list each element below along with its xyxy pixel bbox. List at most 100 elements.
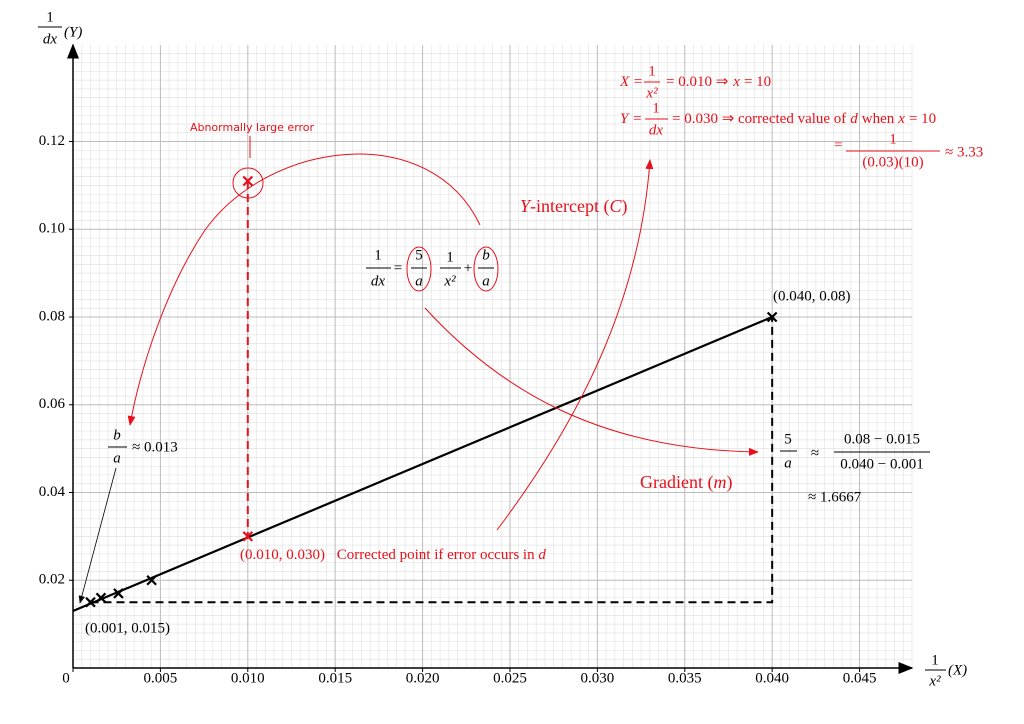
grid [72, 45, 913, 669]
calc-part: d [850, 111, 858, 127]
line [72, 315, 773, 612]
calc-part: 1 [652, 100, 660, 116]
annotation: (0.010, 0.030) Corrected point if error … [240, 547, 546, 563]
intercept-value: b a ≈ 0.013 [108, 427, 178, 466]
calc-part: Y = [620, 111, 642, 127]
point [113, 588, 124, 599]
frac-part: ≈ 0.013 [132, 439, 178, 455]
annotation: (0.001, 0.015) [85, 620, 170, 636]
calc-part: ≈ 3.33 [945, 144, 983, 160]
y-label-unit: (Y) [64, 24, 82, 40]
x-tick-label: 0.015 [318, 670, 352, 686]
point [85, 596, 96, 608]
x-tick-label: 0.020 [406, 670, 440, 686]
point [242, 531, 254, 542]
x-tick-label: 0 [62, 670, 70, 686]
calc-part: = [834, 137, 842, 153]
highlight [232, 167, 264, 199]
point [242, 175, 254, 187]
annotation-part: Gradient ( [640, 472, 713, 493]
y-axis-label: 1 dx (Y) [38, 9, 82, 47]
y-tick-label: 0.12 [39, 133, 65, 149]
eq-part: 5 [415, 247, 423, 263]
y-label-den: dx [43, 31, 58, 47]
x-label-den: x² [928, 673, 941, 689]
arrow [424, 307, 759, 456]
calc-part: = 0.010 ⇒ [666, 74, 728, 90]
x-tick-label: 0.030 [581, 670, 615, 686]
calc-part: X = [619, 74, 643, 90]
annotation-part: ) [621, 196, 627, 217]
frac-part: b [113, 427, 121, 443]
frac-part: a [113, 450, 121, 466]
annotation: Abnormally large error [190, 121, 315, 134]
calc-part: when [862, 111, 895, 127]
annotation-part: d [538, 547, 546, 563]
y-tick-label: 0.08 [39, 308, 65, 324]
frac-part: ≈ 1.6667 [808, 489, 862, 505]
y-tick-label: 0.06 [39, 396, 66, 412]
annotation-part: -intercept ( [530, 196, 609, 217]
annotation-part: Corrected point if error occurs in [337, 547, 535, 563]
plot [69, 141, 861, 672]
annotation: (0.040, 0.08) [773, 288, 851, 304]
frac-part: 0.040 − 0.001 [840, 456, 923, 472]
calculation: X = 1 x² = 0.010 ⇒ x = 10 Y = 1 dx = 0.030… [619, 63, 983, 170]
eq-part: b [482, 247, 490, 263]
calc-part: dx [649, 122, 664, 138]
y-tick-label: 0.10 [39, 221, 65, 237]
point [146, 574, 157, 586]
annotation-part: C [609, 196, 622, 216]
annotation-part: (0.010, 0.030) [240, 547, 325, 563]
x-label-num: 1 [931, 652, 939, 668]
y-tick-label: 0.04 [39, 484, 66, 500]
x-tick-label: 0.040 [755, 670, 789, 686]
calc-part: x² [645, 85, 658, 101]
arrow [78, 467, 117, 604]
line [90, 317, 774, 604]
x-label-unit: (X) [948, 662, 967, 678]
arrow [127, 153, 481, 426]
annotation-part: ) [726, 472, 732, 493]
point [95, 592, 107, 604]
frac-part: 0.08 − 0.015 [844, 431, 920, 447]
calc-part: 1 [648, 63, 656, 79]
y-label-num: 1 [46, 9, 54, 25]
calc-part: 1 [889, 131, 897, 147]
calc-part: x [732, 74, 740, 90]
eq-part: 1 [374, 247, 382, 263]
x-tick-label: 0.025 [493, 670, 527, 686]
x-tick-label: 0.045 [843, 670, 877, 686]
calc-part: x [897, 111, 905, 127]
eq-part: = [394, 260, 402, 276]
calc-part: = 10 [909, 111, 936, 127]
frac-part: 5 [784, 431, 792, 447]
annotation-part: Y [520, 196, 532, 216]
calc-part: = 0.030 ⇒ corrected value of [672, 111, 846, 127]
x-tick-label: 0.005 [144, 670, 178, 686]
eq-part: 1 [446, 249, 454, 265]
eq-part: a [482, 273, 490, 289]
x-axis-label: 1 x² (X) [925, 652, 967, 689]
calc-part: Y = [620, 111, 642, 127]
x-tick-label: 0.010 [231, 670, 265, 686]
annotation: Y-intercept (C) [520, 196, 627, 217]
calc-part: = 10 [744, 74, 771, 90]
calc-part: (0.03)(10) [862, 154, 923, 170]
eq-part: dx [371, 273, 386, 289]
eq-part: + [464, 260, 472, 276]
y-tick-label: 0.02 [39, 572, 65, 588]
point [766, 311, 778, 323]
equation: 1 dx = 5 a 1 x² + b a [366, 246, 499, 292]
frac-part: ≈ [811, 445, 819, 461]
arrow [496, 159, 654, 531]
gradient-value: 5 a ≈ 0.08 − 0.015 0.040 − 0.001 ≈ 1.666… [780, 431, 930, 505]
calc-part: = 0.030 ⇒ corrected value of d when x = 10 [672, 111, 936, 127]
frac-part: a [784, 455, 792, 471]
calc-part: = 0.010 ⇒ x = 10 [666, 74, 771, 90]
eq-part: x² [443, 273, 456, 289]
annotation-part: m [713, 472, 726, 492]
x-tick-label: 0.035 [668, 670, 702, 686]
annotation: Gradient (m) [640, 472, 732, 493]
